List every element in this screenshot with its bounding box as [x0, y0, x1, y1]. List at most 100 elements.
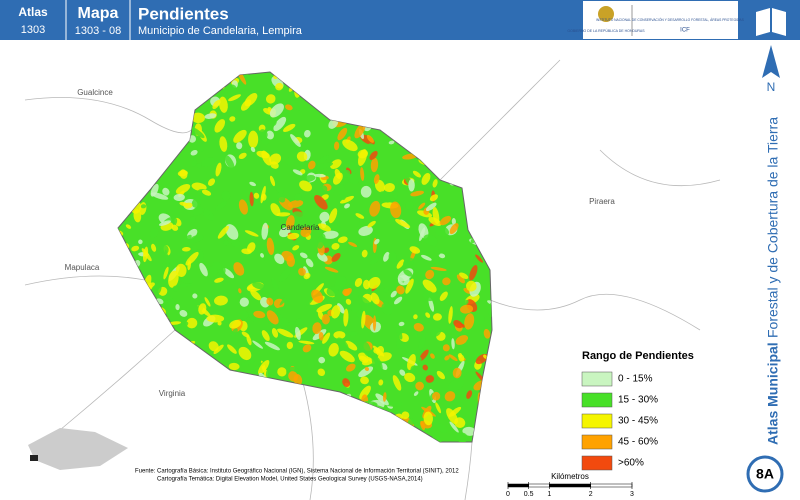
slope-patch: [261, 222, 269, 240]
slope-patch: [472, 195, 480, 203]
slope-patch: [146, 175, 153, 183]
slope-patch: [317, 252, 328, 262]
slope-patch: [176, 88, 184, 102]
slope-patch: [362, 422, 370, 432]
slope-patch: [442, 277, 451, 286]
slope-patch: [344, 103, 362, 110]
slope-patch: [169, 357, 186, 364]
slope-patch: [168, 369, 177, 380]
slope-patch: [135, 108, 143, 114]
sidebar-title-bold: Atlas Municipal: [765, 342, 781, 445]
slope-patch: [416, 131, 427, 144]
slope-patch: [465, 280, 477, 292]
slope-patch: [415, 110, 433, 116]
slope-patch: [219, 136, 228, 152]
slope-patch: [388, 140, 395, 145]
slope-patch: [266, 310, 279, 325]
slope-patch: [188, 234, 204, 244]
slope-patch: [316, 303, 333, 313]
legend-title: Rango de Pendientes: [582, 350, 694, 362]
slope-patch: [179, 366, 191, 374]
slope-patch: [199, 262, 208, 277]
slope-patch: [393, 74, 400, 87]
slope-patch: [319, 396, 330, 403]
slope-patch: [372, 315, 377, 331]
slope-patch: [266, 297, 274, 306]
slope-patch: [190, 437, 203, 442]
slope-patch: [171, 354, 177, 361]
slope-patch: [418, 223, 429, 239]
slope-patch: [279, 296, 288, 306]
slope-patch: [345, 298, 352, 305]
slope-patch: [393, 100, 399, 106]
slope-patch: [180, 277, 194, 284]
slope-patch: [148, 361, 157, 369]
slope-patch: [331, 252, 341, 262]
slope-patch: [215, 426, 224, 439]
slope-patch: [398, 321, 405, 327]
slope-patch: [119, 408, 134, 418]
slope-patch: [467, 96, 478, 109]
scale-tick-label: 0.5: [524, 491, 534, 498]
scale-segment: [507, 483, 529, 488]
slope-patch: [253, 192, 260, 199]
slope-patch: [425, 375, 435, 383]
slope-patch: [203, 72, 216, 76]
slope-patch: [359, 385, 371, 400]
slope-patch: [198, 303, 207, 315]
slope-patch: [458, 354, 465, 362]
slope-patch: [118, 295, 121, 308]
scale-tick-label: 2: [589, 491, 593, 498]
slope-patch: [130, 83, 140, 92]
slope-patch: [296, 151, 308, 162]
slope-patch: [127, 170, 132, 180]
slope-patch: [150, 328, 163, 333]
slope-patch: [422, 279, 437, 293]
slope-patch: [118, 278, 129, 292]
slope-patch: [382, 392, 387, 402]
slope-patch: [314, 74, 326, 86]
scale-bar: 0 0.5 1 2 3 Kilómetros: [506, 472, 634, 498]
slope-patch: [432, 150, 437, 162]
slope-patch: [368, 83, 377, 98]
slope-patch: [185, 251, 199, 266]
slope-patch: [128, 184, 137, 199]
slope-patch: [127, 193, 138, 204]
slope-patch: [423, 411, 433, 426]
slope-patch: [248, 130, 259, 149]
slope-patch: [294, 72, 308, 77]
slope-patch: [419, 349, 429, 361]
slope-patch: [421, 172, 431, 185]
slope-patch: [430, 353, 435, 359]
slope-patch: [228, 362, 240, 371]
slope-patch: [482, 194, 492, 209]
slope-patch: [488, 237, 492, 251]
slope-patch: [436, 156, 451, 166]
slope-patch: [175, 183, 191, 195]
slope-patch: [382, 92, 396, 104]
slope-patch: [300, 226, 312, 238]
slope-patch: [277, 367, 287, 377]
slope-patch: [459, 145, 470, 156]
slope-patch: [231, 238, 241, 248]
slope-patch: [482, 150, 492, 157]
slope-patch: [253, 310, 266, 319]
slope-patch: [118, 297, 126, 309]
slope-patch: [343, 308, 349, 327]
slope-patch: [127, 292, 136, 308]
slope-patch: [214, 160, 220, 165]
slope-patch: [180, 373, 186, 379]
slope-patch: [317, 233, 326, 249]
slope-patch: [303, 272, 311, 280]
slope-patch: [403, 345, 412, 356]
slope-patch: [469, 265, 478, 281]
slope-patch: [438, 253, 446, 259]
slope-patch: [128, 138, 135, 146]
slope-patch: [434, 225, 450, 237]
slope-patch: [433, 257, 440, 265]
slope-patch: [168, 259, 178, 268]
slope-patch: [250, 146, 256, 153]
slope-patch: [299, 252, 308, 259]
source-line: Cartografía Temática: Digital Elevation …: [157, 477, 423, 483]
slope-patch: [307, 358, 316, 370]
